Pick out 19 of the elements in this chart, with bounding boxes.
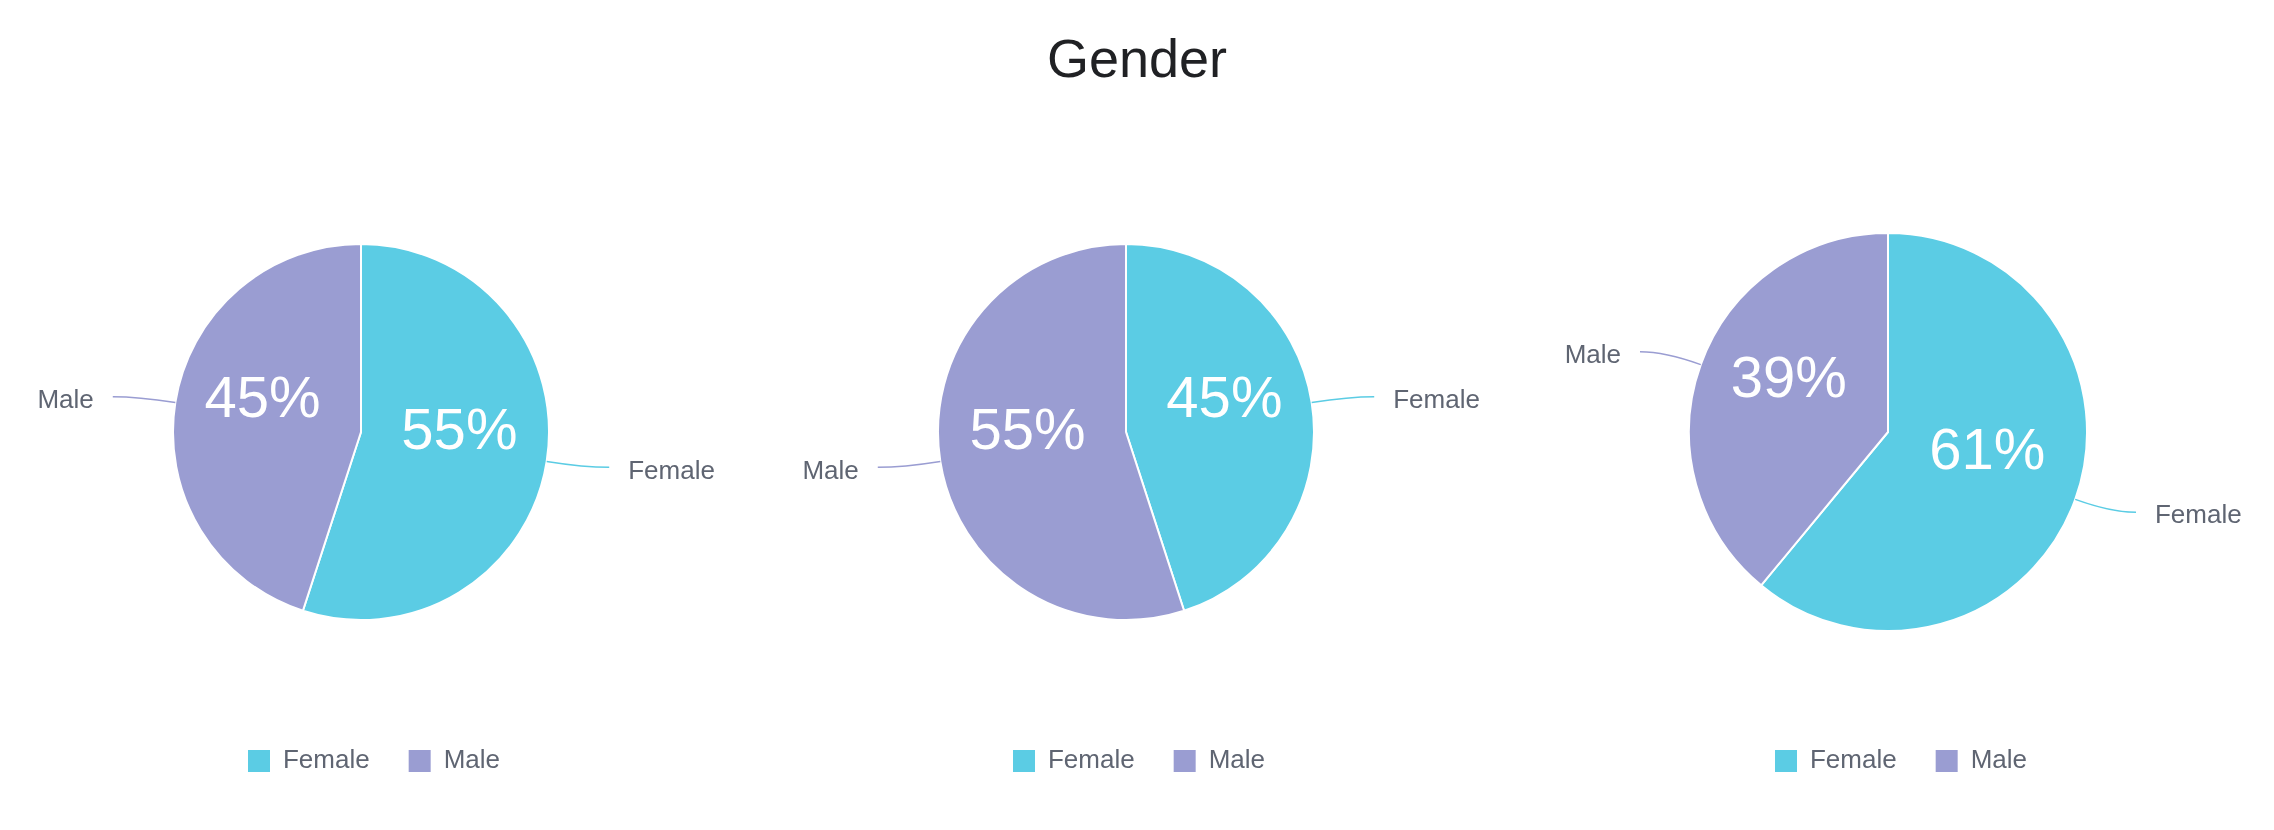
data-label: 55% <box>401 395 518 461</box>
slice-label: Male <box>802 454 859 485</box>
data-label: 39% <box>1730 344 1847 410</box>
slice-label: Female <box>1393 383 1480 414</box>
data-label: 45% <box>1166 364 1283 430</box>
legend-label: Female <box>1809 744 1897 775</box>
slice-label: Male <box>37 383 94 414</box>
legend-label: Male <box>1208 744 1266 775</box>
slice-label: Female <box>2154 499 2242 530</box>
legend-label: Male <box>443 744 501 775</box>
slice-label: Male <box>1564 338 1622 369</box>
data-label: 55% <box>969 395 1086 461</box>
data-label: 61% <box>1929 415 2046 481</box>
legend-label: Female <box>1047 744 1135 775</box>
legend-label: Male <box>1970 744 2028 775</box>
legend-label: Female <box>282 744 370 775</box>
data-label: 45% <box>204 364 321 430</box>
chart-title: Gender <box>1045 27 1229 90</box>
slice-label: Female <box>628 454 715 485</box>
